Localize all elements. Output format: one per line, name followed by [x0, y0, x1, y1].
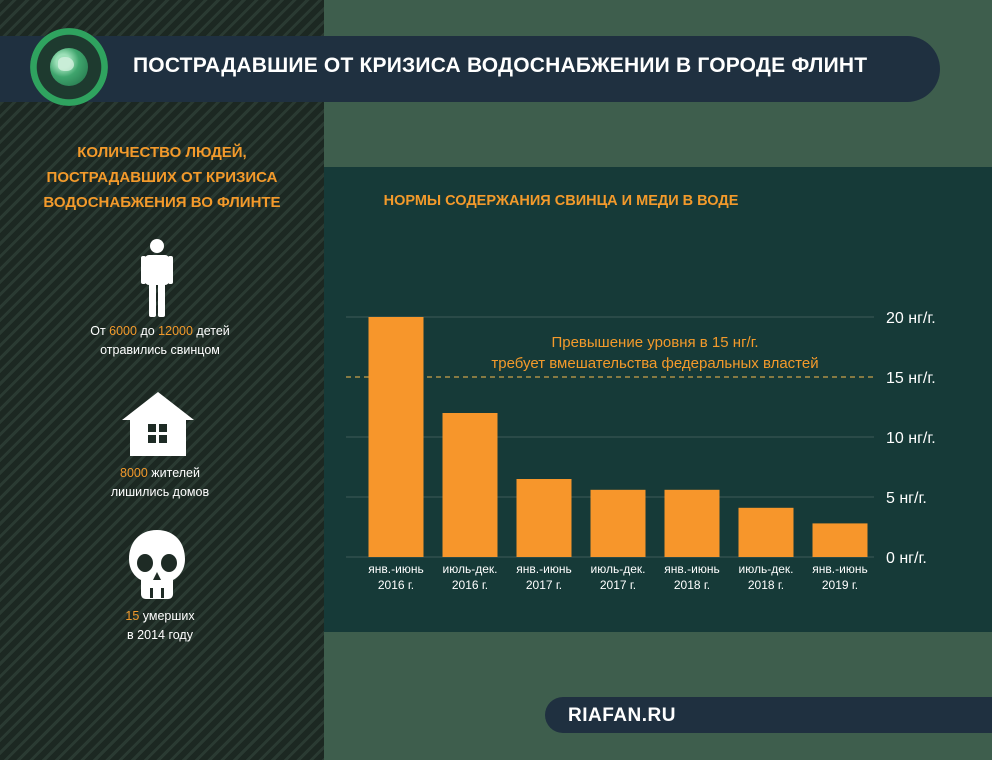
footer-site-label[interactable]: RIAFAN.RU [568, 705, 676, 726]
left-heading: КОЛИЧЕСТВО ЛЮДЕЙ, ПОСТРАДАВШИХ ОТ КРИЗИС… [12, 140, 312, 215]
stat-children: От 6000 до 12000 детей отравились свинцо… [90, 324, 230, 357]
left-heading-line: ПОСТРАДАВШИХ ОТ КРИЗИСА [46, 169, 278, 186]
header-bar [0, 36, 940, 102]
bar [738, 507, 794, 557]
x-tick-label: июль-дек. [591, 562, 646, 576]
x-tick-label: 2017 г. [526, 578, 562, 592]
y-tick-label: 5 нг/г. [886, 490, 927, 507]
bar [516, 479, 572, 557]
left-heading-line: ВОДОСНАБЖЕНИЯ ВО ФЛИНТЕ [43, 194, 281, 211]
x-tick-label: 2016 г. [378, 578, 414, 592]
page-title: ПОСТРАДАВШИЕ ОТ КРИЗИСА ВОДОСНАБЖЕНИИ В … [133, 54, 868, 77]
bar [368, 317, 424, 557]
threshold-annotation: Превышение уровня в 15 нг/г. [551, 334, 758, 351]
x-tick-label: 2017 г. [600, 578, 636, 592]
x-tick-label: янв.-июнь [516, 562, 571, 576]
y-tick-label: 0 нг/г. [886, 550, 927, 567]
bar [812, 523, 868, 557]
y-tick-label: 10 нг/г. [886, 430, 936, 447]
left-heading-line: КОЛИЧЕСТВО ЛЮДЕЙ, [77, 144, 247, 161]
x-tick-label: 2018 г. [674, 578, 710, 592]
y-tick-label: 15 нг/г. [886, 370, 936, 387]
house-icon [120, 390, 196, 458]
bar [590, 489, 646, 557]
x-tick-label: июль-дек. [739, 562, 794, 576]
bar [442, 413, 498, 557]
x-tick-label: 2018 г. [748, 578, 784, 592]
left-panel [0, 0, 324, 760]
x-tick-label: 2019 г. [822, 578, 858, 592]
bar [664, 489, 720, 557]
x-tick-label: июль-дек. [443, 562, 498, 576]
y-tick-label: 20 нг/г. [886, 310, 936, 327]
threshold-annotation: требует вмешательства федеральных власте… [491, 355, 818, 372]
stat-deaths: 15 умерших в 2014 году [125, 609, 195, 642]
x-tick-label: 2016 г. [452, 578, 488, 592]
chart-panel [324, 167, 992, 632]
person-icon [141, 238, 173, 318]
bar-chart: 0 нг/г. 5 нг/г. 10 нг/г. 15 нг/г. 20 нг/г. Пр… [324, 167, 992, 632]
chart-title: НОРМЫ СОДЕРЖАНИЯ СВИНЦА И МЕДИ В ВОДЕ [383, 193, 739, 209]
footer-pill [545, 697, 992, 733]
x-tick-label: янв.-июнь [368, 562, 423, 576]
x-tick-label: янв.-июнь [812, 562, 867, 576]
stat-homeless: 8000 жителей лишились домов [110, 466, 210, 499]
x-tick-label: янв.-июнь [664, 562, 719, 576]
skull-icon [126, 528, 188, 600]
globe-logo-icon [30, 28, 108, 106]
